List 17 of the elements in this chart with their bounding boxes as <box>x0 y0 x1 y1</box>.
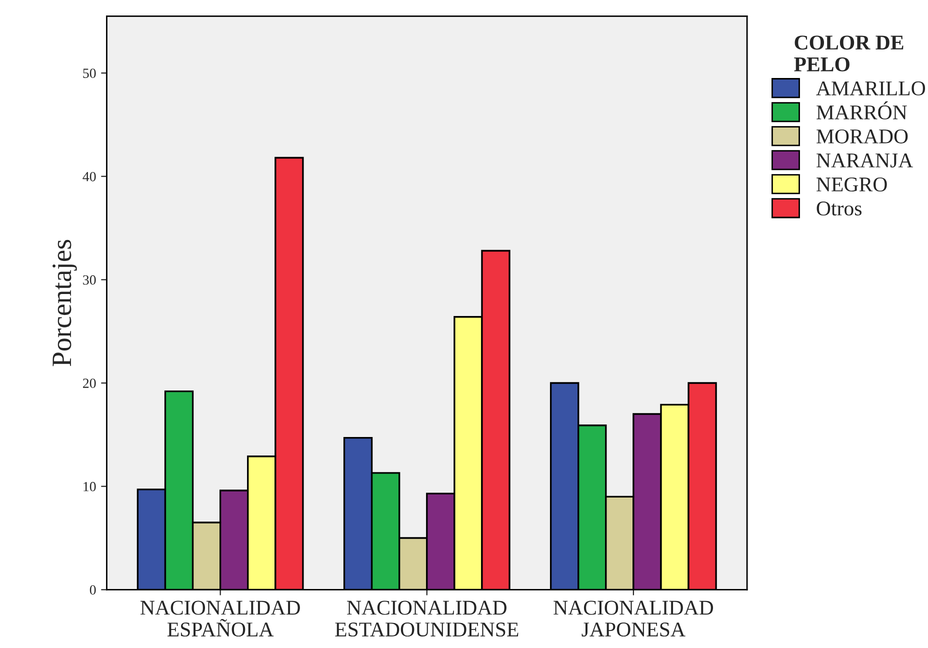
legend-label: MARRÓN <box>816 101 907 120</box>
legend-label: Otros <box>816 202 862 216</box>
legend-label: NARANJA <box>816 154 914 168</box>
legend-label: NEGRO <box>816 177 887 192</box>
legend-label: AMARILLO <box>816 81 926 96</box>
legend-title: COLOR DE PELO <box>794 36 904 72</box>
y-tick-label: 10 <box>84 482 96 492</box>
x-tick-label: NACIONALIDAD ESTADOUNIDENSE <box>335 600 518 637</box>
y-tick-label: 0 <box>90 585 96 595</box>
y-tick-label: 20 <box>83 378 96 388</box>
y-tick-label: 50 <box>83 68 96 78</box>
y-axis-title: Porcentajes <box>52 240 77 366</box>
x-tick-label: NACIONALIDAD ESPAÑOLA <box>140 600 300 637</box>
x-tick-label: NACIONALIDAD JAPONESA <box>554 600 714 637</box>
y-tick-label: 40 <box>82 172 96 182</box>
y-tick-label: 30 <box>83 275 96 285</box>
legend-label: MORADO <box>816 129 908 144</box>
